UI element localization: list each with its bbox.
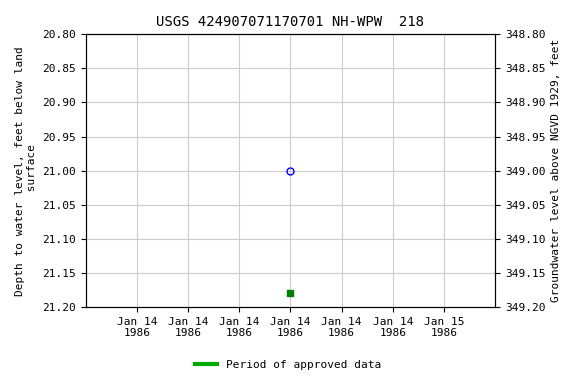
Title: USGS 424907071170701 NH-WPW  218: USGS 424907071170701 NH-WPW 218: [157, 15, 425, 29]
Legend: Period of approved data: Period of approved data: [191, 356, 385, 375]
Y-axis label: Groundwater level above NGVD 1929, feet: Groundwater level above NGVD 1929, feet: [551, 39, 561, 302]
Y-axis label: Depth to water level, feet below land
 surface: Depth to water level, feet below land su…: [15, 46, 37, 296]
